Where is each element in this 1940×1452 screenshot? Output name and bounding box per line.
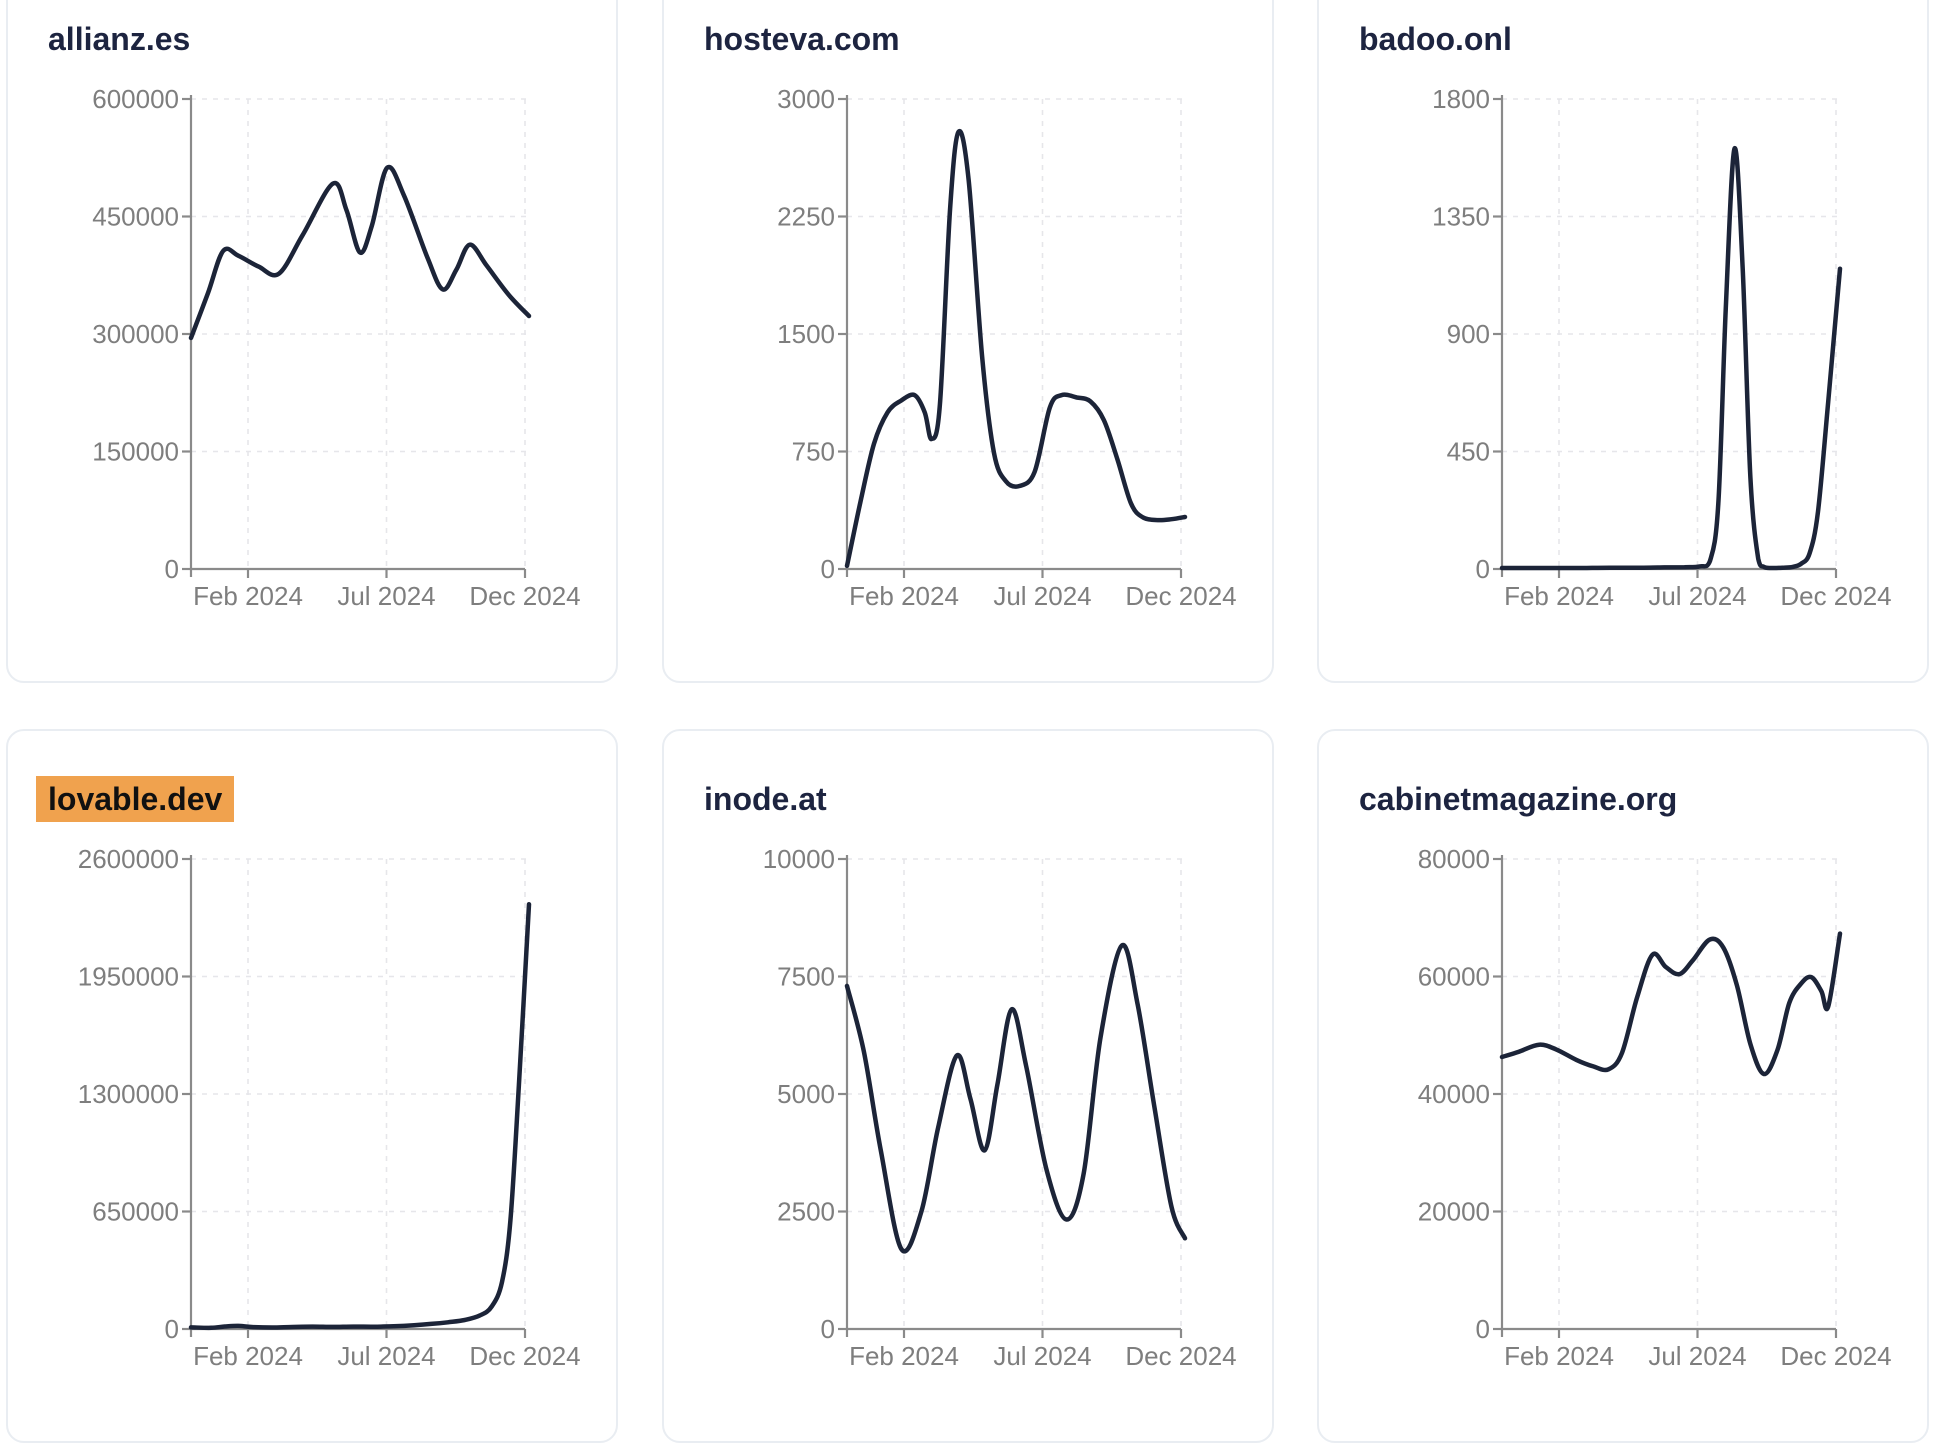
chart-title-allianz-es[interactable]: allianz.es xyxy=(48,21,190,58)
y-tick-label: 1350 xyxy=(1432,202,1490,232)
gridlines xyxy=(847,858,1188,1329)
chart-title-hosteva-com[interactable]: hosteva.com xyxy=(704,21,900,58)
chart-title-lovable-dev[interactable]: lovable.dev xyxy=(36,776,235,822)
series-line xyxy=(844,128,1188,569)
gridlines xyxy=(847,98,1188,569)
chart-card-inode-at: inode.at 0 2500 5000 7500 10000 Feb 2024 Jul 20… xyxy=(662,729,1274,1443)
title-text: allianz.es xyxy=(48,21,191,57)
axes xyxy=(838,95,1183,578)
x-tick-label: Jul 2024 xyxy=(337,1341,435,1371)
y-tick-label: 1800 xyxy=(1432,84,1490,114)
x-tick-label: Feb 2024 xyxy=(1504,581,1614,611)
line-chart-hosteva-com: 0 750 1500 2250 3000 Feb 2024 Jul 2024 Dec 2024 xyxy=(777,84,1237,611)
y-tick-label: 20000 xyxy=(1418,1197,1490,1227)
y-tick-label: 0 xyxy=(165,554,179,584)
line-chart-allianz-es: 0 150000 300000 450000 600000 Feb 2024 Jul 202… xyxy=(92,84,580,611)
y-tick-label: 2250 xyxy=(777,202,835,232)
axes xyxy=(182,95,527,578)
y-tick-label: 0 xyxy=(165,1314,179,1344)
y-tick-label: 40000 xyxy=(1418,1079,1490,1109)
axes xyxy=(1493,855,1838,1338)
x-tick-label: Feb 2024 xyxy=(193,1341,303,1371)
x-tick-label: Dec 2024 xyxy=(1125,581,1236,611)
y-tick-label: 5000 xyxy=(777,1079,835,1109)
chart-title-inode-at[interactable]: inode.at xyxy=(704,781,827,818)
y-tick-label: 3000 xyxy=(777,84,835,114)
series-line xyxy=(844,942,1188,1254)
y-tick-label: 900 xyxy=(1447,319,1490,349)
x-tick-label: Jul 2024 xyxy=(1648,1341,1746,1371)
y-tick-label: 450 xyxy=(1447,437,1490,467)
y-tick-label: 2600000 xyxy=(78,844,179,874)
x-tick-label: Dec 2024 xyxy=(1780,581,1891,611)
y-tick-label: 1950000 xyxy=(78,962,179,992)
y-tick-label: 60000 xyxy=(1418,962,1490,992)
y-tick-label: 2500 xyxy=(777,1197,835,1227)
y-tick-label: 450000 xyxy=(92,202,179,232)
chart-card-allianz-es: allianz.es 0 150000 300000 450000 600000 Feb 2… xyxy=(6,0,618,683)
chart-card-cabinetmagazine-org: cabinetmagazine.org 0 20000 40000 60000 80000… xyxy=(1317,729,1929,1443)
x-tick-label: Feb 2024 xyxy=(849,1341,959,1371)
y-tick-label: 0 xyxy=(1476,1314,1490,1344)
chart-title-badoo-onl[interactable]: badoo.onl xyxy=(1359,21,1512,58)
x-tick-label: Dec 2024 xyxy=(1125,1341,1236,1371)
line-chart-badoo-onl: 0 450 900 1350 1800 Feb 2024 Jul 2024 Dec 2024 xyxy=(1432,84,1892,611)
y-tick-label: 1500 xyxy=(777,319,835,349)
y-tick-label: 80000 xyxy=(1418,844,1490,874)
axes xyxy=(838,855,1183,1338)
x-tick-label: Dec 2024 xyxy=(469,1341,580,1371)
x-tick-label: Dec 2024 xyxy=(1780,1341,1891,1371)
y-tick-label: 7500 xyxy=(777,962,835,992)
chart-card-lovable-dev: lovable.dev 0 650000 1300000 1950000 2600000 F… xyxy=(6,729,618,1443)
y-tick-label: 300000 xyxy=(92,319,179,349)
x-tick-label: Dec 2024 xyxy=(469,581,580,611)
title-highlight: lovable.dev xyxy=(36,776,235,822)
series-line xyxy=(1499,146,1843,571)
y-tick-label: 0 xyxy=(821,554,835,584)
x-tick-label: Feb 2024 xyxy=(193,581,303,611)
gridlines xyxy=(1502,858,1843,1329)
y-tick-label: 0 xyxy=(1476,554,1490,584)
axes xyxy=(182,855,527,1338)
series-line xyxy=(188,901,532,1331)
gridlines xyxy=(191,858,532,1329)
axes xyxy=(1493,95,1838,578)
y-tick-label: 1300000 xyxy=(78,1079,179,1109)
y-tick-label: 150000 xyxy=(92,437,179,467)
line-chart-lovable-dev: 0 650000 1300000 1950000 2600000 Feb 2024 Jul … xyxy=(78,844,581,1371)
series-line xyxy=(188,164,532,341)
title-text: cabinetmagazine.org xyxy=(1359,781,1678,817)
chart-title-cabinetmagazine-org[interactable]: cabinetmagazine.org xyxy=(1359,781,1677,818)
series-line xyxy=(1499,931,1843,1077)
title-text: badoo.onl xyxy=(1359,21,1512,57)
title-text: hosteva.com xyxy=(704,21,900,57)
y-tick-label: 650000 xyxy=(92,1197,179,1227)
chart-card-badoo-onl: badoo.onl 0 450 900 1350 1800 Feb 2024 Jul 2024… xyxy=(1317,0,1929,683)
gridlines xyxy=(1502,98,1843,569)
chart-card-hosteva-com: hosteva.com 0 750 1500 2250 3000 Feb 2024 Jul 2… xyxy=(662,0,1274,683)
x-tick-label: Jul 2024 xyxy=(993,581,1091,611)
y-tick-label: 600000 xyxy=(92,84,179,114)
x-tick-label: Jul 2024 xyxy=(993,1341,1091,1371)
x-tick-label: Jul 2024 xyxy=(1648,581,1746,611)
line-chart-inode-at: 0 2500 5000 7500 10000 Feb 2024 Jul 2024 Dec 20… xyxy=(763,844,1237,1371)
y-tick-label: 10000 xyxy=(763,844,835,874)
title-text: inode.at xyxy=(704,781,827,817)
x-tick-label: Feb 2024 xyxy=(849,581,959,611)
y-tick-label: 750 xyxy=(792,437,835,467)
line-chart-cabinetmagazine-org: 0 20000 40000 60000 80000 Feb 2024 Jul 2024 Dec… xyxy=(1418,844,1892,1371)
gridlines xyxy=(191,98,532,569)
x-tick-label: Jul 2024 xyxy=(337,581,435,611)
x-tick-label: Feb 2024 xyxy=(1504,1341,1614,1371)
y-tick-label: 0 xyxy=(821,1314,835,1344)
